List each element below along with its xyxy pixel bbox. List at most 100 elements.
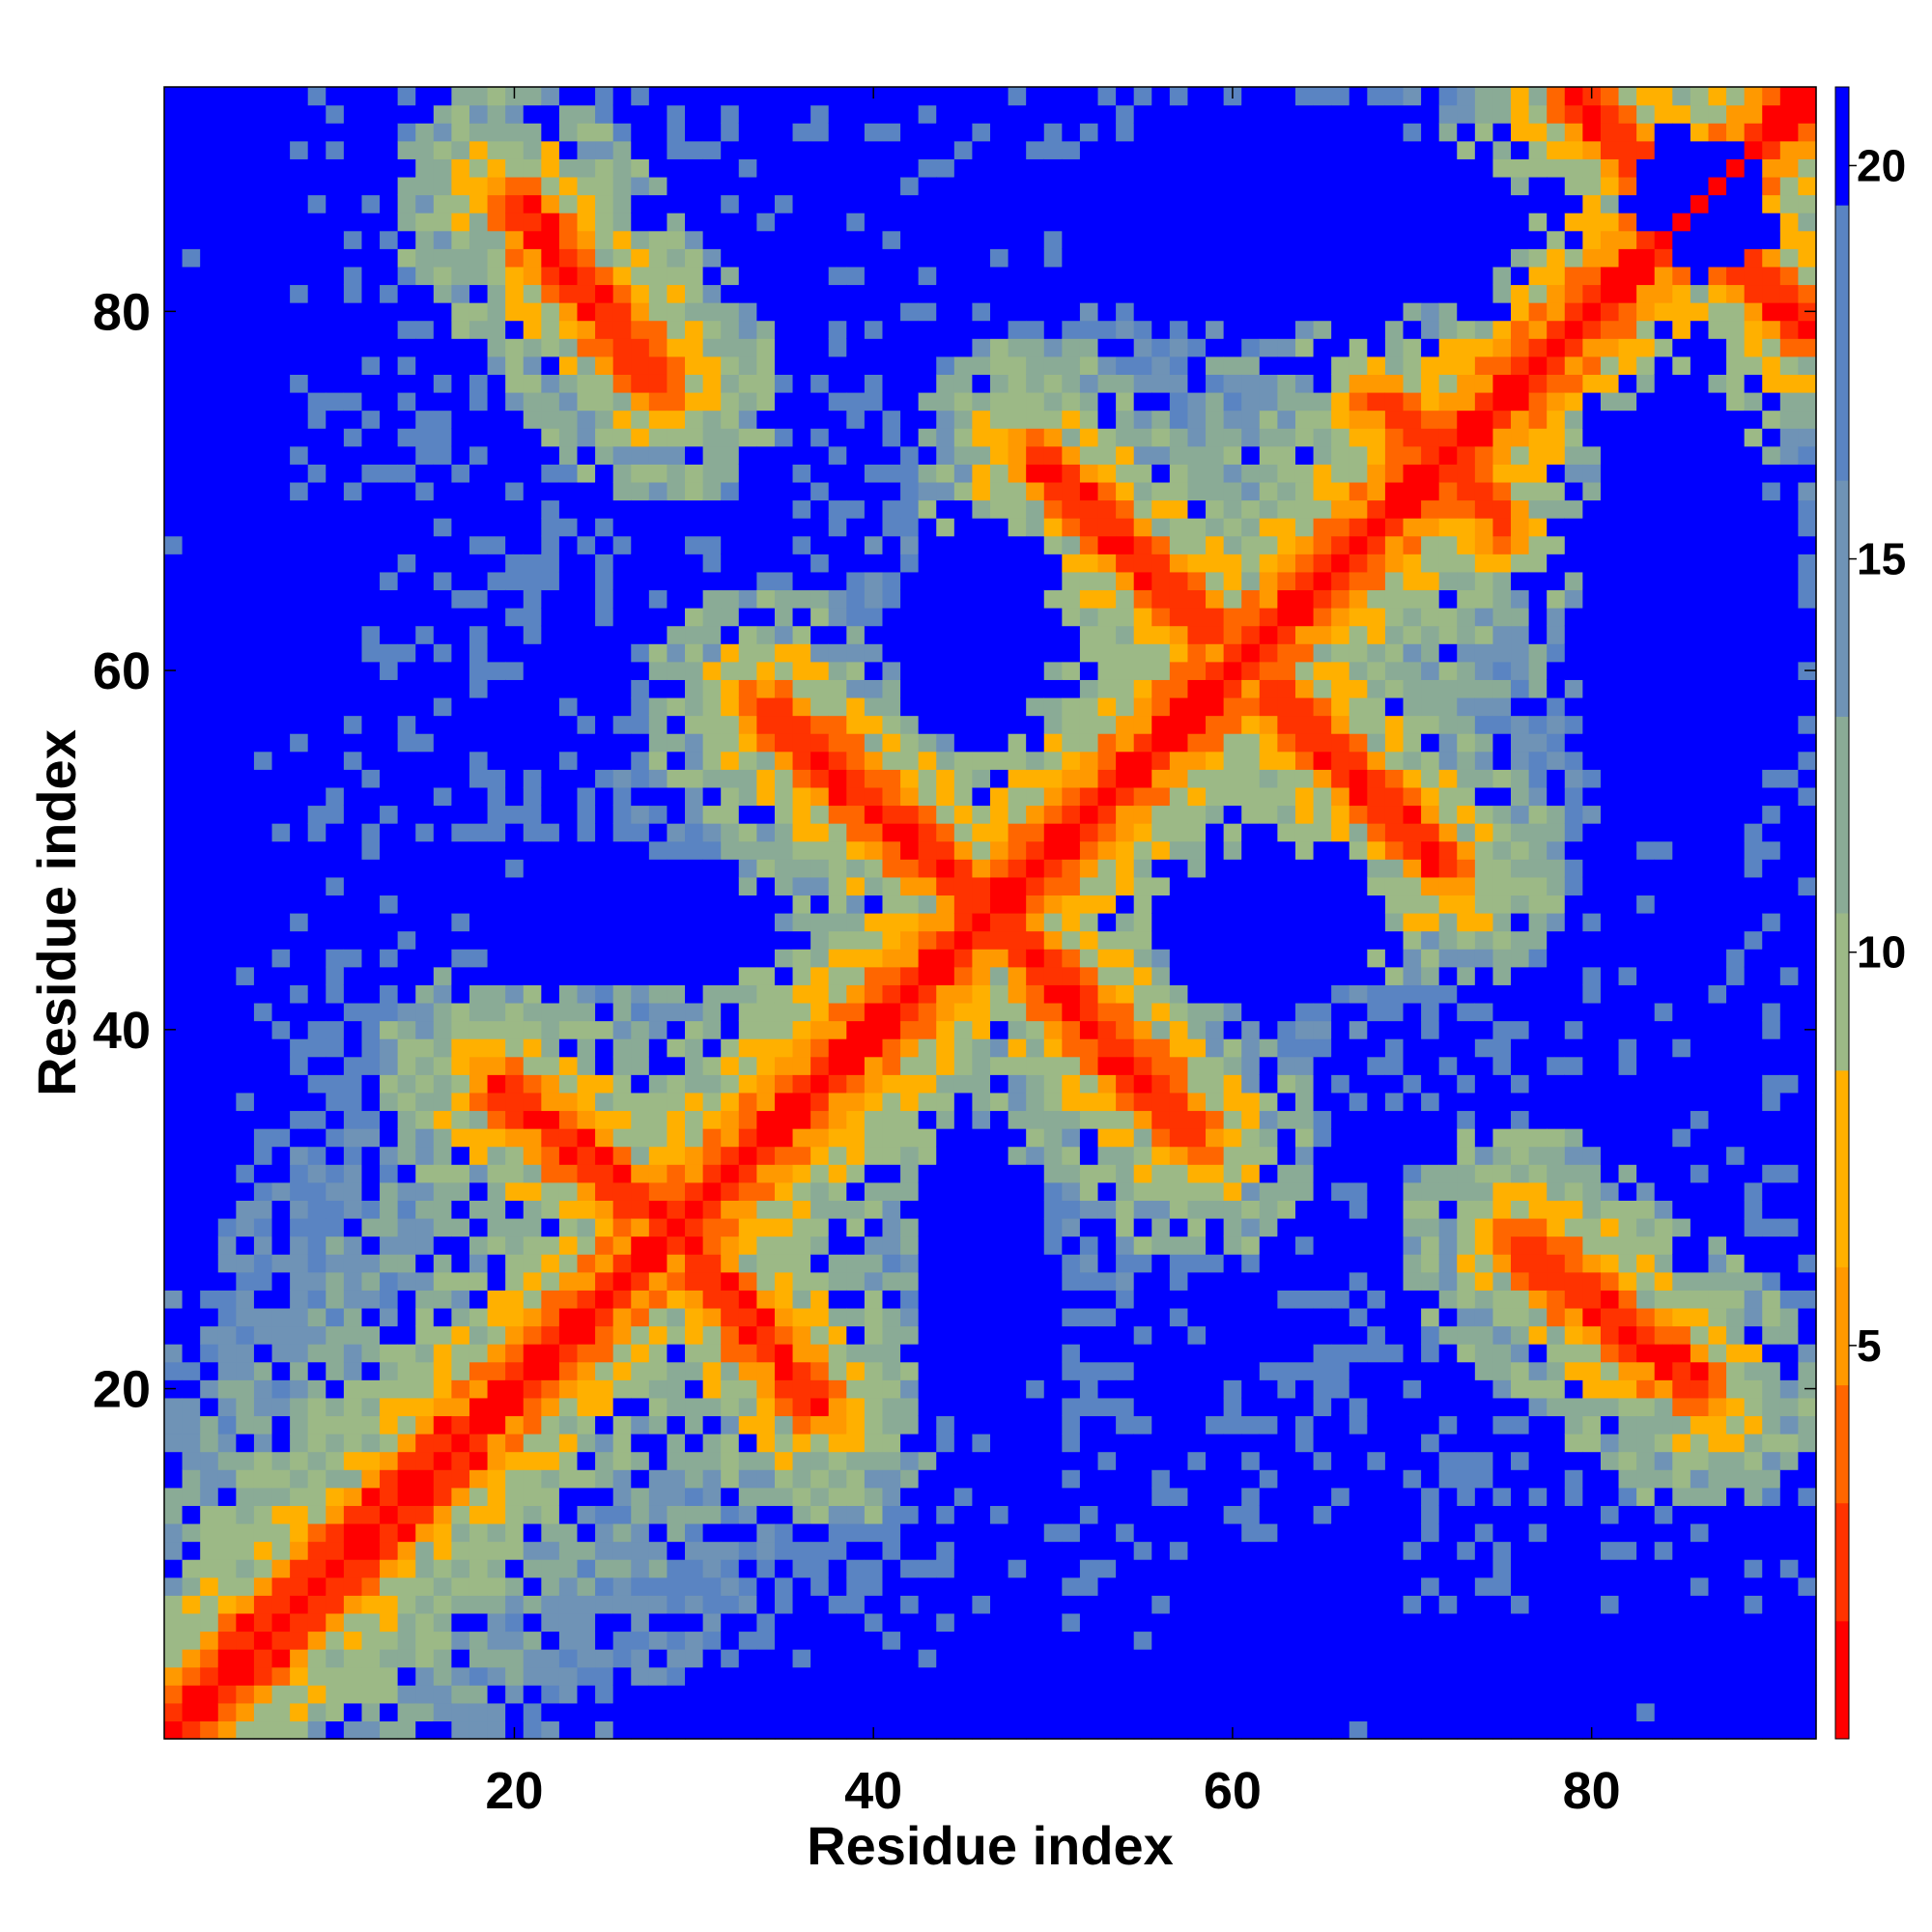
heatmap-cell (990, 1685, 1009, 1704)
heatmap-cell (433, 1128, 452, 1148)
heatmap-cell (523, 1307, 542, 1327)
heatmap-cell (326, 158, 345, 178)
heatmap-cell (685, 1666, 704, 1686)
heatmap-cell (667, 571, 686, 591)
heatmap-cell (846, 1038, 866, 1058)
heatmap-cell (1079, 320, 1099, 339)
heatmap-cell (990, 1181, 1009, 1201)
heatmap-cell (397, 410, 416, 429)
heatmap-cell (290, 876, 309, 896)
heatmap-cell (792, 1397, 811, 1417)
heatmap-cell (415, 1487, 435, 1506)
heatmap-cell (1079, 248, 1099, 268)
heatmap-cell (505, 1254, 525, 1273)
heatmap-cell (361, 1559, 381, 1578)
heatmap-cell (200, 1631, 219, 1650)
heatmap-cell (1043, 1002, 1063, 1022)
heatmap-cell (236, 625, 255, 644)
heatmap-cell (290, 1505, 309, 1524)
heatmap-cell (361, 1666, 381, 1686)
heatmap-cell (1062, 859, 1081, 878)
heatmap-cell (343, 1685, 363, 1704)
heatmap-cell (415, 87, 435, 106)
heatmap-cell (702, 733, 722, 753)
heatmap-cell (685, 751, 704, 770)
heatmap-cell (918, 302, 937, 322)
heatmap-cell (541, 1110, 560, 1129)
heatmap-cell (828, 1434, 847, 1453)
heatmap-cell (415, 554, 435, 573)
heatmap-cell (595, 230, 614, 249)
heatmap-cell (918, 1595, 937, 1614)
heatmap-cell (505, 751, 525, 770)
heatmap-cell (200, 715, 219, 734)
heatmap-cell (882, 1469, 901, 1489)
heatmap-cell (631, 284, 650, 303)
heatmap-cell (882, 499, 901, 519)
heatmap-cell (882, 1002, 901, 1022)
heatmap-cell (702, 1702, 722, 1722)
heatmap-cell (1116, 733, 1135, 753)
heatmap-cell (792, 1128, 811, 1148)
heatmap-cell (953, 823, 974, 842)
heatmap-cell (756, 1236, 776, 1255)
heatmap-cell (1026, 751, 1045, 770)
heatmap-cell (200, 895, 219, 914)
heatmap-cell (631, 805, 650, 824)
heatmap-cell (541, 1038, 560, 1058)
heatmap-cell (953, 895, 974, 914)
heatmap-cell (595, 374, 614, 393)
heatmap-cell (990, 1110, 1009, 1129)
heatmap-cell (595, 284, 614, 303)
heatmap-cell (343, 1020, 363, 1039)
heatmap-cell (1133, 1415, 1152, 1435)
heatmap-cell (900, 643, 920, 663)
heatmap-cell (882, 1649, 901, 1668)
heatmap-cell (685, 1631, 704, 1650)
heatmap-cell (415, 1577, 435, 1596)
heatmap-cell (361, 1254, 381, 1273)
heatmap-cell (756, 643, 776, 663)
heatmap-cell (864, 1181, 884, 1201)
heatmap-cell (361, 213, 381, 232)
heatmap-cell (397, 554, 416, 573)
heatmap-cell (721, 715, 740, 734)
heatmap-cell (810, 643, 830, 663)
heatmap-cell (307, 696, 327, 717)
heatmap-cell (290, 1271, 309, 1291)
heatmap-cell (200, 1415, 219, 1435)
heatmap-cell (1116, 410, 1135, 429)
heatmap-cell (558, 805, 579, 824)
heatmap-cell (182, 213, 201, 232)
heatmap-cell (756, 248, 776, 268)
heatmap-cell (738, 1290, 757, 1309)
heatmap-cell (380, 1128, 399, 1148)
heatmap-cell (182, 1595, 201, 1614)
heatmap-cell (953, 1325, 974, 1345)
heatmap-cell (361, 1307, 381, 1327)
heatmap-cell (415, 1451, 435, 1470)
heatmap-cell (236, 949, 255, 968)
heatmap-cell (253, 302, 273, 322)
heatmap-cell (1116, 230, 1135, 249)
heatmap-cell (558, 1236, 579, 1255)
heatmap-cell (685, 428, 704, 447)
heatmap-cell (361, 1056, 381, 1075)
heatmap-cell (1026, 1361, 1045, 1380)
heatmap-cell (1043, 284, 1063, 303)
heatmap-cell (1062, 1236, 1081, 1255)
heatmap-cell (738, 1541, 757, 1560)
heatmap-cell (972, 608, 991, 627)
heatmap-cell (882, 338, 901, 357)
heatmap-cell (900, 1271, 920, 1291)
heatmap-cell (307, 1146, 327, 1165)
heatmap-cell (953, 1020, 974, 1039)
heatmap-cell (182, 554, 201, 573)
heatmap-cell (290, 1307, 309, 1327)
heatmap-cell (738, 1361, 757, 1380)
heatmap-cell (380, 1522, 399, 1543)
heatmap-cell (648, 1487, 668, 1506)
heatmap-cell (990, 643, 1009, 663)
heatmap-cell (343, 391, 363, 412)
heatmap-cell (487, 266, 506, 286)
